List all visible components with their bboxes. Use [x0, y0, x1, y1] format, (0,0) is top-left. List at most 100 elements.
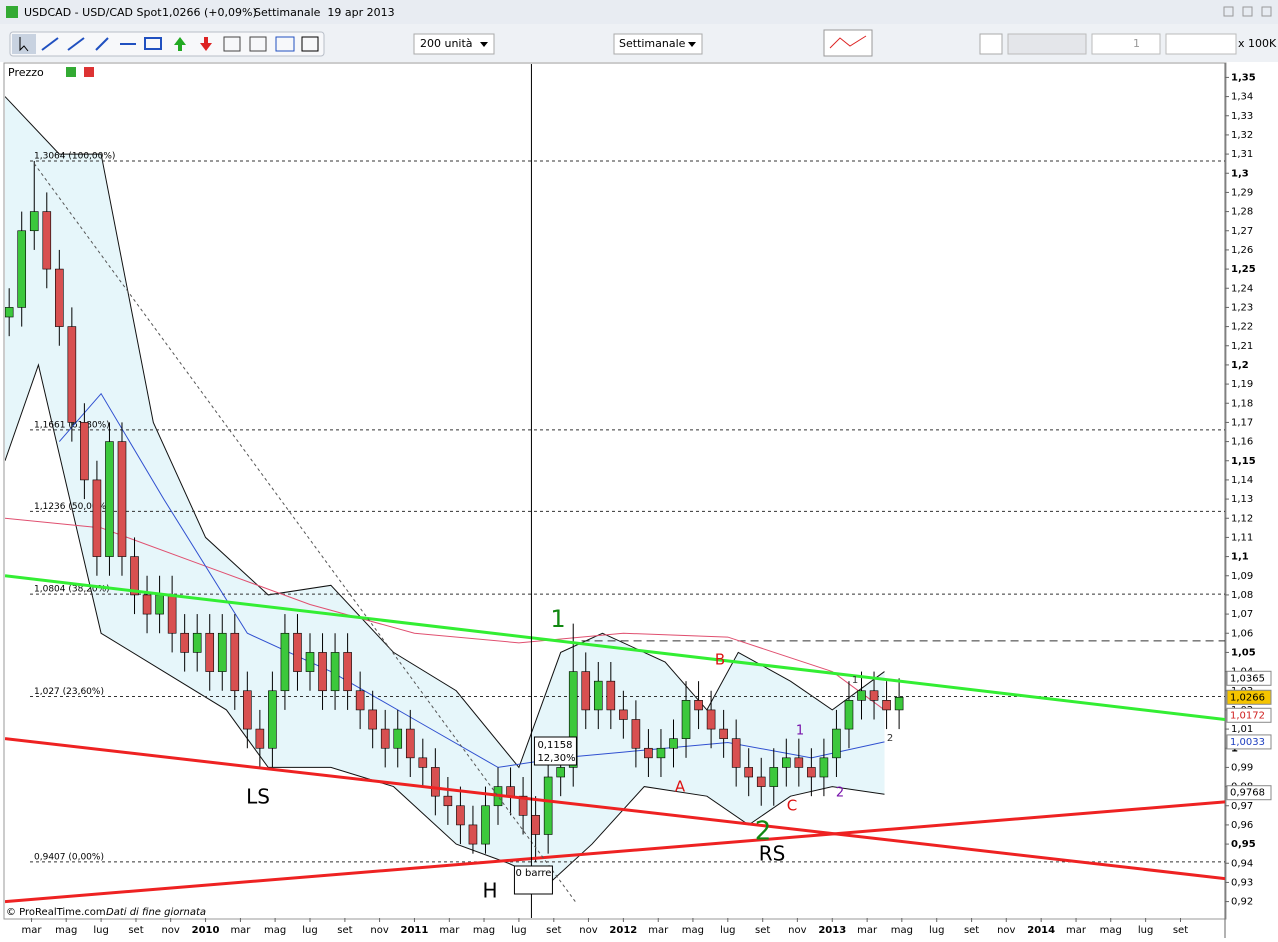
y-tick-label: 0,99	[1231, 762, 1253, 773]
panel-up-button[interactable]	[66, 67, 76, 77]
down-arrow-tool[interactable]	[200, 37, 212, 51]
x-tick-label: 2010	[192, 925, 220, 936]
qty-input[interactable]	[1091, 33, 1161, 55]
price-label: 1,0033	[1230, 737, 1265, 748]
x-tick-label: nov	[579, 925, 597, 936]
candle-body	[205, 632, 215, 672]
candle-body	[531, 815, 540, 835]
annotation: A	[675, 778, 686, 796]
candle-body	[142, 594, 152, 615]
y-tick-label: 0,97	[1231, 801, 1253, 812]
candle-body	[405, 728, 415, 759]
x-tick-label: set	[128, 925, 143, 936]
x-tick-label: set	[1173, 925, 1188, 936]
y-tick-label: 1,27	[1231, 226, 1253, 237]
y-tick-label: 1,19	[1231, 379, 1253, 390]
text-tool[interactable]	[301, 36, 319, 52]
candle-body	[92, 479, 102, 557]
candle-body	[857, 690, 866, 701]
y-tick-label: 1,33	[1231, 111, 1253, 122]
y-tick-label: 1,11	[1231, 532, 1253, 543]
trendline	[33, 163, 576, 902]
candle-body	[782, 757, 791, 768]
pointer-icon	[19, 37, 29, 52]
candle-body	[318, 652, 327, 692]
candle-body	[355, 690, 365, 711]
candle-body	[631, 719, 641, 749]
units-select[interactable]	[413, 33, 495, 55]
panel-down-button[interactable]	[84, 67, 94, 77]
period-date: Settimanale 19 apr 2013	[254, 6, 395, 19]
candle-body	[330, 652, 340, 692]
y-tick-label: 1,15	[1231, 456, 1256, 467]
candle-body	[894, 696, 904, 711]
candle-body	[706, 709, 716, 730]
tool-group	[9, 31, 325, 57]
y-tick-label: 1,09	[1231, 571, 1253, 582]
x-tick-label: mag	[1100, 925, 1122, 936]
candle-body	[55, 268, 64, 327]
moving-average	[58, 392, 885, 768]
y-tick-label: 1,01	[1231, 724, 1253, 735]
candle-body	[243, 690, 252, 730]
y-tick-label: 1,24	[1231, 283, 1253, 294]
x-tick-label: nov	[997, 925, 1015, 936]
x-tick-label: mag	[55, 925, 77, 936]
candle-body	[593, 680, 603, 711]
candle-body	[167, 594, 177, 634]
minimize[interactable]	[1223, 6, 1234, 17]
candle-body	[155, 594, 164, 615]
price-label: 1,0172	[1230, 710, 1265, 721]
title-bar	[0, 0, 1278, 24]
candle-body	[431, 767, 440, 797]
candle-body	[744, 767, 753, 778]
y-tick-label: 1,31	[1231, 149, 1253, 160]
y-tick-label: 0,93	[1231, 877, 1253, 888]
y-tick-label: 1,26	[1231, 245, 1253, 256]
order-select[interactable]	[1007, 33, 1087, 55]
price-input[interactable]	[1165, 33, 1237, 55]
candle-body	[719, 728, 728, 739]
y-tick-label: 1,28	[1231, 207, 1253, 218]
dropdown-arrow	[688, 42, 696, 47]
x-tick-label: mar	[1066, 925, 1087, 936]
y-tick-label: 1,22	[1231, 322, 1253, 333]
pointer-tool[interactable]	[12, 34, 36, 54]
candle-body	[305, 652, 315, 672]
y-tick-label: 1,1	[1231, 552, 1249, 563]
x-tick-label: 2011	[401, 925, 429, 936]
tool-icons	[41, 37, 162, 51]
restore[interactable]	[1242, 6, 1253, 17]
candle-body	[606, 680, 616, 711]
measure-delta: 0,1158	[537, 740, 572, 751]
y-tick-label: 1,05	[1231, 647, 1256, 658]
candle-body	[756, 776, 766, 787]
candle-body	[506, 786, 515, 797]
settings-button[interactable]	[979, 33, 1003, 55]
fib-fan-tool[interactable]	[249, 36, 267, 52]
x-tick-label: mar	[230, 925, 251, 936]
band-upper	[5, 96, 885, 769]
x-tick-label: lug	[1138, 925, 1153, 936]
indicators-button[interactable]	[823, 29, 873, 57]
candle-body	[268, 690, 277, 749]
up-arrow-tool[interactable]	[174, 37, 186, 51]
y-tick-label: 1,32	[1231, 130, 1253, 141]
percent-tool[interactable]	[275, 36, 295, 52]
x-tick-label: nov	[161, 925, 179, 936]
fib-tool[interactable]	[223, 36, 241, 52]
candle-body	[819, 757, 829, 778]
close[interactable]	[1261, 6, 1272, 17]
y-tick-label: 1,34	[1231, 92, 1253, 103]
candle-body	[882, 700, 891, 711]
candle-body	[694, 700, 703, 711]
price-label-box	[1226, 707, 1272, 723]
candle-body	[844, 700, 854, 730]
candle-body	[568, 671, 578, 768]
annotation: H	[482, 879, 497, 903]
period-select[interactable]	[613, 33, 703, 55]
bars-box	[513, 865, 553, 895]
fib-label: 1,027 (23,60%)	[34, 687, 104, 697]
qty: 1	[1133, 37, 1140, 50]
